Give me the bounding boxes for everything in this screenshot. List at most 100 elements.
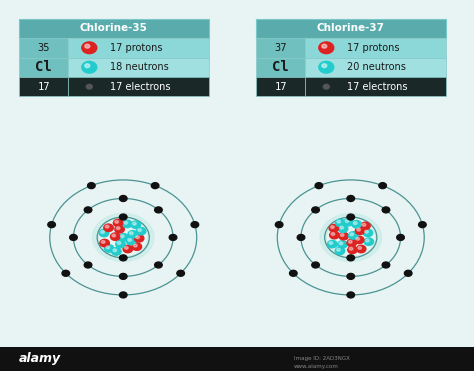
Circle shape bbox=[329, 232, 339, 239]
Circle shape bbox=[119, 292, 127, 298]
Circle shape bbox=[119, 214, 127, 220]
Circle shape bbox=[315, 183, 323, 188]
Circle shape bbox=[419, 222, 426, 228]
Circle shape bbox=[119, 196, 127, 201]
Circle shape bbox=[354, 222, 357, 224]
Circle shape bbox=[365, 230, 368, 233]
Circle shape bbox=[100, 229, 109, 237]
Circle shape bbox=[275, 222, 283, 228]
Circle shape bbox=[362, 223, 366, 226]
Text: 17 electrons: 17 electrons bbox=[110, 82, 171, 92]
Circle shape bbox=[312, 207, 319, 213]
Circle shape bbox=[328, 219, 374, 256]
Circle shape bbox=[134, 234, 144, 242]
FancyBboxPatch shape bbox=[68, 58, 209, 77]
Circle shape bbox=[119, 234, 128, 241]
FancyBboxPatch shape bbox=[19, 19, 209, 38]
Circle shape bbox=[364, 238, 374, 245]
Circle shape bbox=[312, 262, 319, 268]
Circle shape bbox=[319, 42, 334, 54]
Circle shape bbox=[119, 255, 127, 261]
Circle shape bbox=[335, 247, 345, 255]
Circle shape bbox=[123, 245, 133, 253]
Circle shape bbox=[122, 220, 132, 228]
Circle shape bbox=[404, 270, 412, 276]
Circle shape bbox=[133, 222, 136, 225]
Circle shape bbox=[357, 228, 360, 231]
Circle shape bbox=[84, 262, 92, 268]
Circle shape bbox=[125, 246, 128, 249]
Circle shape bbox=[337, 220, 341, 223]
Circle shape bbox=[155, 262, 162, 268]
FancyBboxPatch shape bbox=[19, 58, 68, 77]
Circle shape bbox=[138, 229, 141, 232]
Circle shape bbox=[116, 227, 120, 230]
Circle shape bbox=[331, 226, 334, 229]
Circle shape bbox=[331, 233, 335, 235]
Text: www.alamy.com: www.alamy.com bbox=[294, 364, 339, 369]
Circle shape bbox=[336, 219, 345, 227]
Circle shape bbox=[337, 249, 340, 251]
Circle shape bbox=[113, 219, 123, 227]
Circle shape bbox=[136, 236, 139, 239]
Circle shape bbox=[328, 240, 337, 248]
Circle shape bbox=[347, 214, 355, 220]
Circle shape bbox=[106, 246, 109, 249]
Text: 17: 17 bbox=[37, 82, 50, 92]
Text: 18 neutrons: 18 neutrons bbox=[110, 62, 169, 72]
Circle shape bbox=[339, 242, 343, 245]
Text: Chlorine-37: Chlorine-37 bbox=[317, 23, 385, 33]
Circle shape bbox=[82, 42, 97, 54]
Circle shape bbox=[104, 245, 114, 252]
Circle shape bbox=[329, 242, 333, 244]
Circle shape bbox=[191, 222, 199, 228]
Circle shape bbox=[131, 221, 141, 229]
Circle shape bbox=[101, 240, 105, 243]
Text: 20 neutrons: 20 neutrons bbox=[347, 62, 406, 72]
Circle shape bbox=[48, 222, 55, 228]
Circle shape bbox=[85, 64, 90, 68]
Text: 17 protons: 17 protons bbox=[347, 43, 400, 53]
Circle shape bbox=[356, 245, 366, 253]
FancyBboxPatch shape bbox=[256, 19, 446, 38]
Circle shape bbox=[134, 244, 137, 247]
FancyBboxPatch shape bbox=[256, 38, 305, 58]
Circle shape bbox=[110, 233, 120, 240]
FancyBboxPatch shape bbox=[68, 77, 209, 96]
FancyBboxPatch shape bbox=[0, 347, 474, 371]
Circle shape bbox=[349, 247, 353, 250]
Circle shape bbox=[169, 234, 177, 240]
Circle shape bbox=[347, 196, 355, 201]
Circle shape bbox=[120, 235, 124, 238]
Circle shape bbox=[116, 240, 125, 248]
Circle shape bbox=[70, 234, 77, 240]
Circle shape bbox=[347, 292, 355, 298]
Text: 17 electrons: 17 electrons bbox=[347, 82, 408, 92]
Circle shape bbox=[329, 224, 338, 232]
Circle shape bbox=[352, 220, 361, 228]
Circle shape bbox=[365, 239, 369, 242]
Circle shape bbox=[155, 207, 162, 213]
Circle shape bbox=[92, 213, 154, 262]
Circle shape bbox=[337, 241, 347, 248]
Circle shape bbox=[355, 236, 364, 244]
Circle shape bbox=[356, 227, 365, 234]
Circle shape bbox=[323, 84, 329, 89]
FancyBboxPatch shape bbox=[305, 58, 446, 77]
Circle shape bbox=[101, 230, 104, 233]
Circle shape bbox=[126, 237, 136, 245]
Text: 17 protons: 17 protons bbox=[110, 43, 163, 53]
Circle shape bbox=[290, 270, 297, 276]
FancyBboxPatch shape bbox=[68, 38, 209, 58]
Circle shape bbox=[117, 242, 121, 244]
Circle shape bbox=[382, 262, 390, 268]
FancyBboxPatch shape bbox=[305, 38, 446, 58]
Text: Cl: Cl bbox=[35, 60, 52, 74]
Circle shape bbox=[86, 84, 92, 89]
FancyBboxPatch shape bbox=[19, 38, 68, 58]
Circle shape bbox=[84, 207, 92, 213]
Circle shape bbox=[129, 232, 133, 234]
Circle shape bbox=[177, 270, 184, 276]
Circle shape bbox=[340, 226, 344, 229]
Circle shape bbox=[356, 237, 360, 240]
